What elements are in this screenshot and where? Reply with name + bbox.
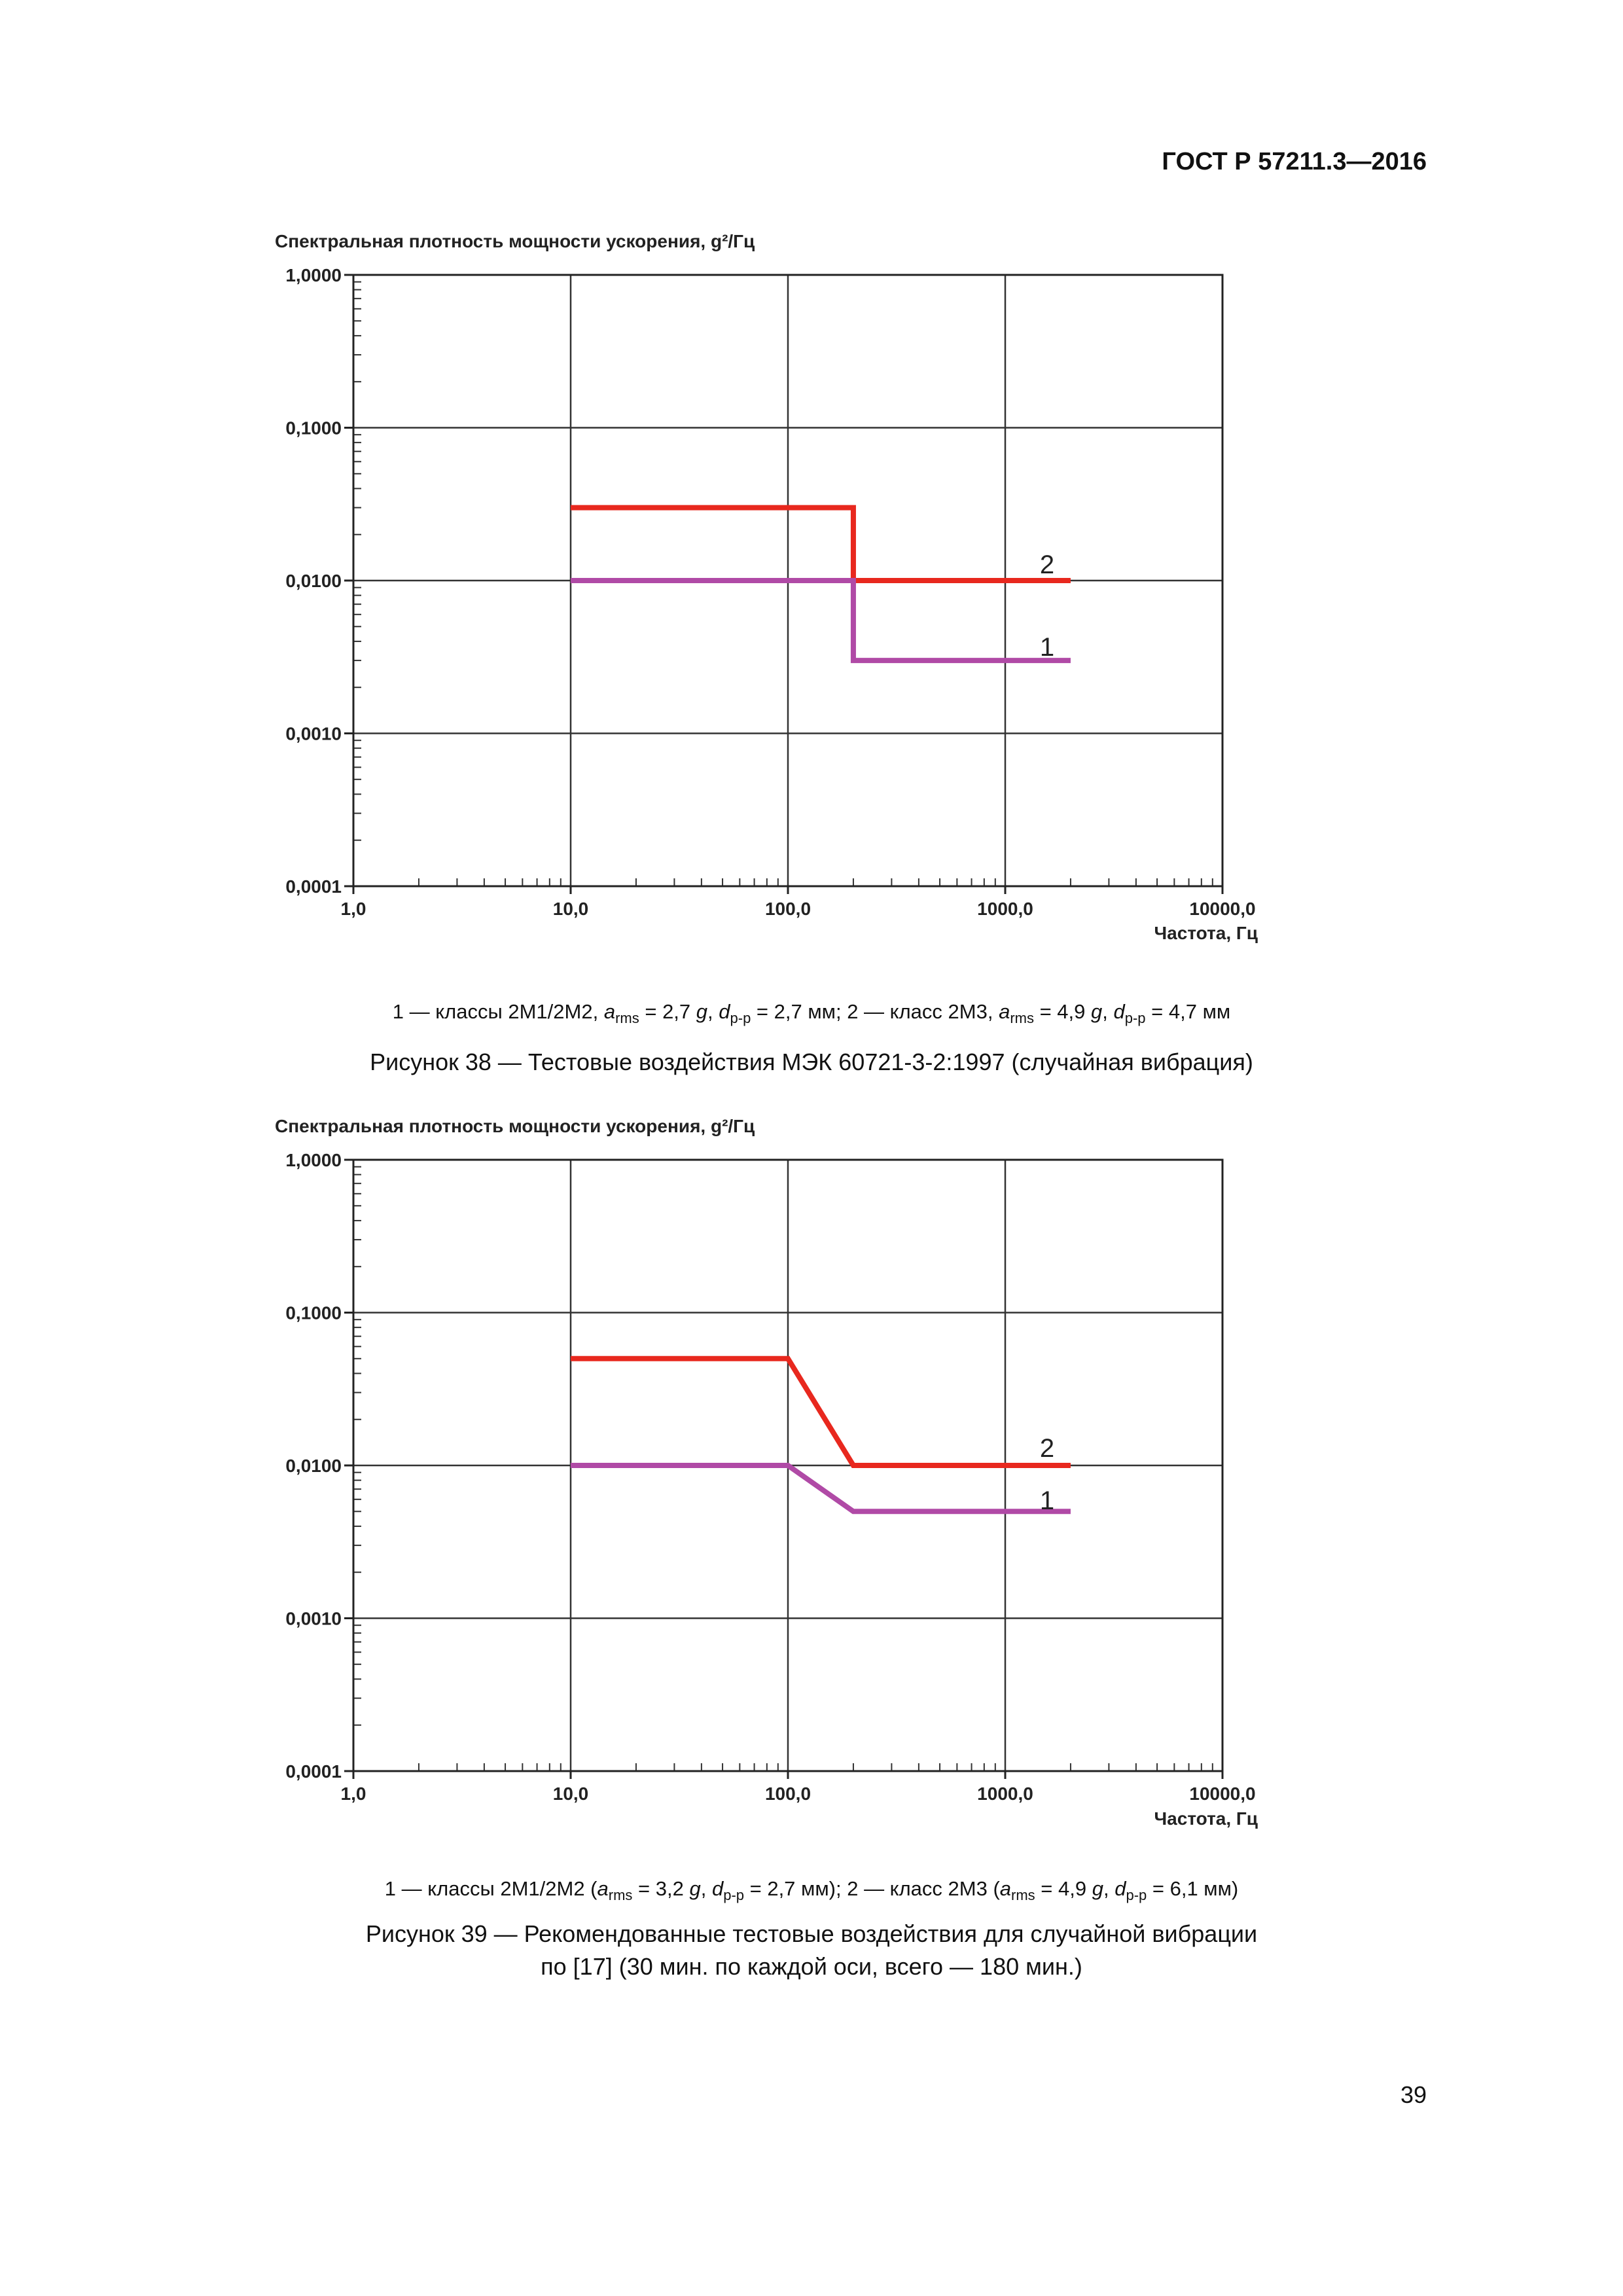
x-tick-label: 1000,0 <box>977 1784 1033 1804</box>
x-tick-label: 100,0 <box>765 1784 811 1804</box>
document-header: ГОСТ Р 57211.3—2016 <box>1162 148 1427 175</box>
y-axis-label: Спектральная плотность мощности ускорени… <box>275 231 755 251</box>
x-axis-label: Частота, Гц <box>1154 923 1258 943</box>
chart-39: Спектральная плотность мощности ускорени… <box>275 1116 1258 1829</box>
figure-38-caption: Рисунок 38 — Тестовые воздействия МЭК 60… <box>370 1049 1253 1075</box>
y-tick-label: 0,0010 <box>285 1609 342 1629</box>
x-tick-label: 1,0 <box>341 1784 366 1804</box>
series-label-2: 2 <box>1040 550 1054 579</box>
y-tick-label: 0,1000 <box>285 418 342 439</box>
series-label-2: 2 <box>1040 1434 1054 1463</box>
series-line-1 <box>571 1463 1071 1515</box>
figure-39-legend: 1 — классы 2М1/2М2 (arms = 3,2 g, dp-p =… <box>384 1877 1239 1904</box>
series-line-2 <box>571 505 1071 583</box>
x-axis-label: Частота, Гц <box>1154 1808 1258 1829</box>
y-tick-label: 0,0010 <box>285 724 342 744</box>
y-tick-label: 1,0000 <box>285 265 342 285</box>
series-label-1: 1 <box>1040 1486 1054 1515</box>
series-line-1 <box>571 578 1071 664</box>
x-tick-label: 1,0 <box>341 899 366 919</box>
series-line-2 <box>571 1355 1071 1468</box>
x-tick-label: 1000,0 <box>977 899 1033 919</box>
y-tick-label: 0,0001 <box>285 1761 342 1782</box>
y-tick-label: 0,1000 <box>285 1303 342 1323</box>
x-tick-label: 10,0 <box>553 899 589 919</box>
figure-38-legend: 1 — классы 2М1/2М2, arms = 2,7 g, dp-p =… <box>392 1000 1231 1027</box>
x-tick-label: 100,0 <box>765 899 811 919</box>
series-label-1: 1 <box>1040 633 1054 662</box>
page-number: 39 <box>1400 2081 1427 2108</box>
x-tick-label: 10,0 <box>553 1784 589 1804</box>
x-tick-label: 10000,0 <box>1189 1784 1255 1804</box>
y-tick-label: 0,0100 <box>285 1456 342 1476</box>
x-tick-label: 10000,0 <box>1189 899 1255 919</box>
y-tick-label: 0,0001 <box>285 876 342 897</box>
y-axis-label: Спектральная плотность мощности ускорени… <box>275 1116 755 1136</box>
chart-38: Спектральная плотность мощности ускорени… <box>275 231 1258 943</box>
figure-39-caption: Рисунок 39 — Рекомендованные тестовые во… <box>365 1920 1258 1980</box>
y-tick-label: 1,0000 <box>285 1150 342 1170</box>
y-tick-label: 0,0100 <box>285 571 342 591</box>
